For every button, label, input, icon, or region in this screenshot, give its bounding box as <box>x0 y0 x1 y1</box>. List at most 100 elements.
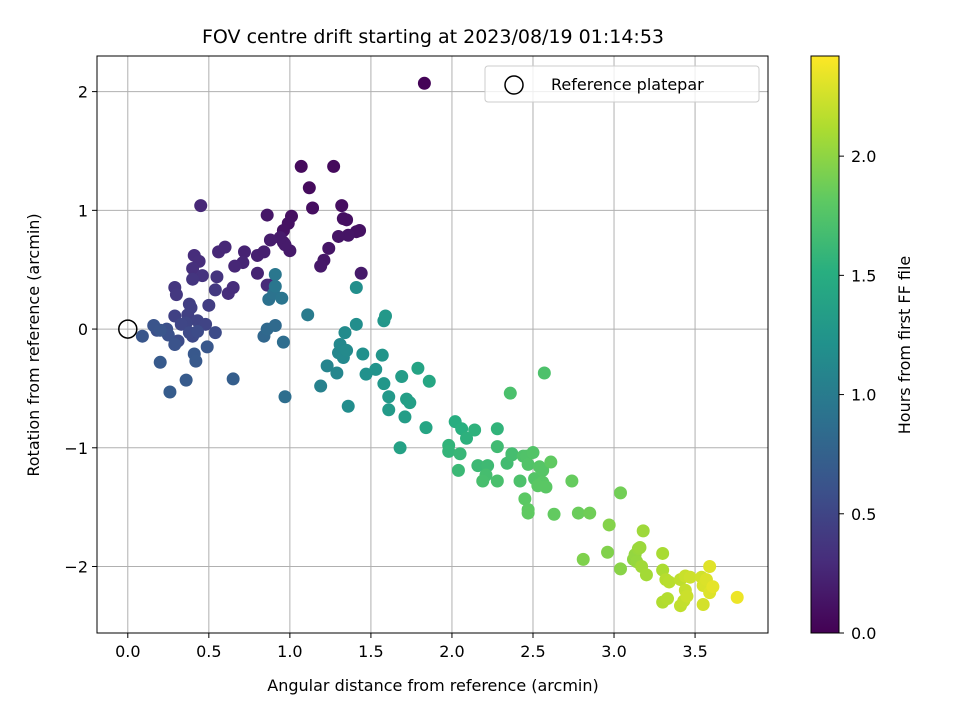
y-tick-label: 0 <box>78 320 88 339</box>
data-point <box>403 396 417 410</box>
x-tick-label: 3.5 <box>682 642 707 661</box>
data-point <box>354 266 368 280</box>
data-point <box>189 354 203 368</box>
data-point <box>168 338 182 351</box>
data-point <box>518 492 532 506</box>
x-axis-label: Angular distance from reference (arcmin) <box>267 676 598 695</box>
data-point <box>703 560 717 574</box>
data-point <box>208 326 222 340</box>
data-point <box>442 444 456 458</box>
x-tick-label: 2.5 <box>520 642 545 661</box>
data-point <box>306 201 320 215</box>
colorbar-label: Hours from first FF file <box>895 256 914 435</box>
data-point <box>636 524 650 538</box>
data-point <box>471 459 485 473</box>
data-point <box>537 366 551 380</box>
data-point <box>468 423 482 437</box>
data-point <box>330 366 344 380</box>
y-tick-label: −2 <box>64 558 88 577</box>
data-point <box>369 362 383 376</box>
data-point <box>526 446 540 460</box>
x-tick-label: 1.0 <box>277 642 302 661</box>
data-point <box>602 518 616 532</box>
x-tick-label: 2.0 <box>439 642 464 661</box>
data-point <box>179 373 193 387</box>
data-point <box>382 403 396 417</box>
data-point <box>531 479 545 493</box>
plot-area <box>96 55 769 634</box>
x-tick-label: 0.0 <box>115 642 140 661</box>
y-axis-label: Rotation from reference (arcmin) <box>24 213 43 476</box>
data-point <box>521 457 535 471</box>
plot-frame <box>96 55 769 634</box>
data-point <box>614 486 628 500</box>
data-point <box>453 447 467 461</box>
data-point <box>186 262 200 276</box>
data-point <box>257 245 271 259</box>
data-point <box>417 76 431 90</box>
data-point <box>260 208 274 222</box>
data-point <box>349 317 363 331</box>
data-point <box>278 390 292 404</box>
colorbar-tick-label: 2.0 <box>851 147 876 166</box>
data-point <box>375 348 389 362</box>
data-point <box>314 259 328 273</box>
data-point <box>322 241 336 255</box>
data-point <box>226 372 240 386</box>
data-point <box>314 379 328 393</box>
y-tick-label: −1 <box>64 439 88 458</box>
colorbar-tick-label: 1.5 <box>851 266 876 285</box>
data-point <box>169 288 183 302</box>
data-point <box>411 361 425 375</box>
data-point <box>202 298 216 312</box>
grid-lines <box>97 56 768 633</box>
colorbar-tick-label: 0.5 <box>851 505 876 524</box>
data-point <box>614 562 628 576</box>
data-point <box>341 399 355 413</box>
data-point <box>730 590 744 604</box>
data-point <box>503 386 517 400</box>
data-point <box>451 463 465 477</box>
data-point <box>639 568 653 582</box>
data-point <box>547 507 561 521</box>
data-point <box>218 240 232 254</box>
data-point <box>174 317 188 331</box>
colorbar: 0.0 0.5 1.0 1.5 2.0 Hours from first FF file <box>810 55 914 643</box>
data-point <box>419 421 433 435</box>
x-tick-label: 0.5 <box>196 642 221 661</box>
data-point <box>301 308 315 322</box>
y-axis-ticks: −2 −1 0 1 2 <box>64 83 97 577</box>
data-point <box>662 575 676 589</box>
data-point <box>335 199 349 213</box>
legend-marker-icon <box>504 75 524 95</box>
data-point <box>135 329 149 343</box>
data-point <box>237 245 251 259</box>
data-point <box>513 474 527 488</box>
data-point <box>338 326 352 340</box>
data-point <box>263 233 277 247</box>
data-point <box>273 231 287 245</box>
data-point <box>341 228 355 242</box>
data-point <box>601 545 615 559</box>
scatter-points <box>135 76 744 613</box>
x-tick-label: 3.0 <box>601 642 626 661</box>
y-tick-label: 1 <box>78 201 88 220</box>
data-point <box>505 448 519 462</box>
data-point <box>536 463 550 477</box>
data-point <box>422 374 436 388</box>
data-point <box>210 270 224 284</box>
data-point <box>521 506 535 520</box>
y-tick-label: 2 <box>78 83 88 102</box>
data-point <box>382 390 396 404</box>
data-point <box>331 229 345 243</box>
data-point <box>153 355 167 369</box>
data-point <box>349 281 363 295</box>
legend: Reference platepar <box>484 65 760 103</box>
data-point <box>250 266 264 280</box>
data-point <box>460 431 474 445</box>
data-point <box>377 377 391 391</box>
data-point <box>294 159 308 173</box>
x-tick-label: 1.5 <box>358 642 383 661</box>
data-point <box>208 283 222 297</box>
